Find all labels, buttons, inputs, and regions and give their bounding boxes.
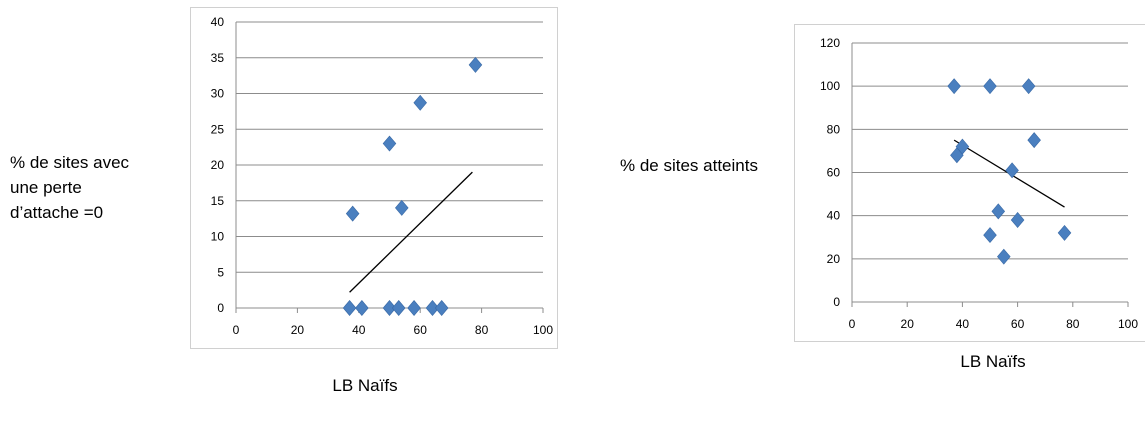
chart-1-point — [391, 300, 406, 316]
chart-1-ylabel-line-1: % de sites avec — [10, 153, 130, 172]
chart-1-ytick-label: 0 — [217, 301, 224, 315]
chart-1-xtick-label: 60 — [414, 323, 428, 337]
chart-2-xtick-label: 40 — [956, 317, 970, 331]
chart-1-point — [434, 300, 449, 316]
chart-1-point — [407, 300, 421, 316]
chart-1-point — [345, 205, 360, 222]
chart-1-point — [355, 300, 369, 316]
chart-2-point — [1010, 212, 1025, 228]
chart-2-point — [1027, 132, 1041, 149]
chart-2-xtick-label: 60 — [1011, 317, 1025, 331]
chart-2-xlabel: LB Naïfs — [960, 352, 1026, 371]
chart-1-xtick-label: 100 — [533, 323, 553, 337]
chart-1-ylabel-line-2: une perte — [10, 178, 82, 197]
chart-2-ytick-label: 20 — [827, 252, 841, 266]
chart-1-point — [382, 135, 397, 152]
chart-1-ytick-label: 40 — [211, 15, 225, 29]
chart-2-ylabel: % de sites atteints — [620, 153, 795, 178]
chart-2-ytick-label: 120 — [820, 36, 840, 50]
chart-1-trendline — [349, 171, 473, 293]
chart-2-point — [991, 203, 1006, 220]
chart-1-point — [425, 300, 440, 316]
chart-1-point — [395, 199, 409, 216]
chart-1-xtick-label: 0 — [233, 323, 240, 337]
chart-2-point — [983, 78, 997, 95]
chart-2-point — [1021, 78, 1036, 95]
chart-2-point — [983, 227, 997, 244]
chart-2-xtick-label: 20 — [901, 317, 915, 331]
chart-2-xtick-label: 0 — [849, 317, 856, 331]
chart-2-xtick-label: 80 — [1066, 317, 1080, 331]
chart-2-ylabel-line-1: % de sites atteints — [620, 156, 758, 175]
chart-1-point — [413, 94, 427, 111]
chart-2-ytick-label: 100 — [820, 79, 840, 93]
chart-1-point — [382, 300, 397, 316]
chart-2-xtick-label: 100 — [1118, 317, 1138, 331]
chart-2-point — [1005, 162, 1019, 179]
chart-1-ytick-label: 35 — [211, 51, 225, 65]
chart-1-ylabel-line-3: d’attache =0 — [10, 203, 104, 222]
chart-2-ytick-label: 0 — [833, 295, 840, 309]
chart-1-point — [468, 56, 483, 73]
chart-1-ylabel: % de sites avec une perte d’attache =0 — [10, 150, 185, 225]
chart-1-point — [342, 300, 357, 316]
chart-1-ytick-label: 30 — [211, 87, 225, 101]
chart-2-ytick-label: 40 — [827, 209, 841, 223]
chart-1-ytick-label: 5 — [217, 265, 224, 279]
chart-2-point — [955, 138, 970, 155]
chart-1-ytick-label: 15 — [211, 194, 225, 208]
chart-1-xlabel: LB Naïfs — [332, 376, 398, 395]
chart-2-point — [947, 78, 961, 95]
chart-2-ytick-label: 60 — [827, 166, 841, 180]
chart-1-xtick-label: 40 — [352, 323, 366, 337]
chart-1-frame — [190, 7, 558, 349]
chart-1-ytick-label: 20 — [211, 158, 225, 172]
chart-2-point — [1057, 224, 1072, 241]
chart-1-ytick-label: 25 — [211, 122, 225, 136]
chart-1-xtick-label: 20 — [291, 323, 305, 337]
chart-2-point — [997, 248, 1011, 265]
chart-2-ytick-label: 80 — [827, 122, 841, 136]
chart-1-ytick-label: 10 — [211, 230, 225, 244]
chart-1-xtick-label: 80 — [475, 323, 489, 337]
